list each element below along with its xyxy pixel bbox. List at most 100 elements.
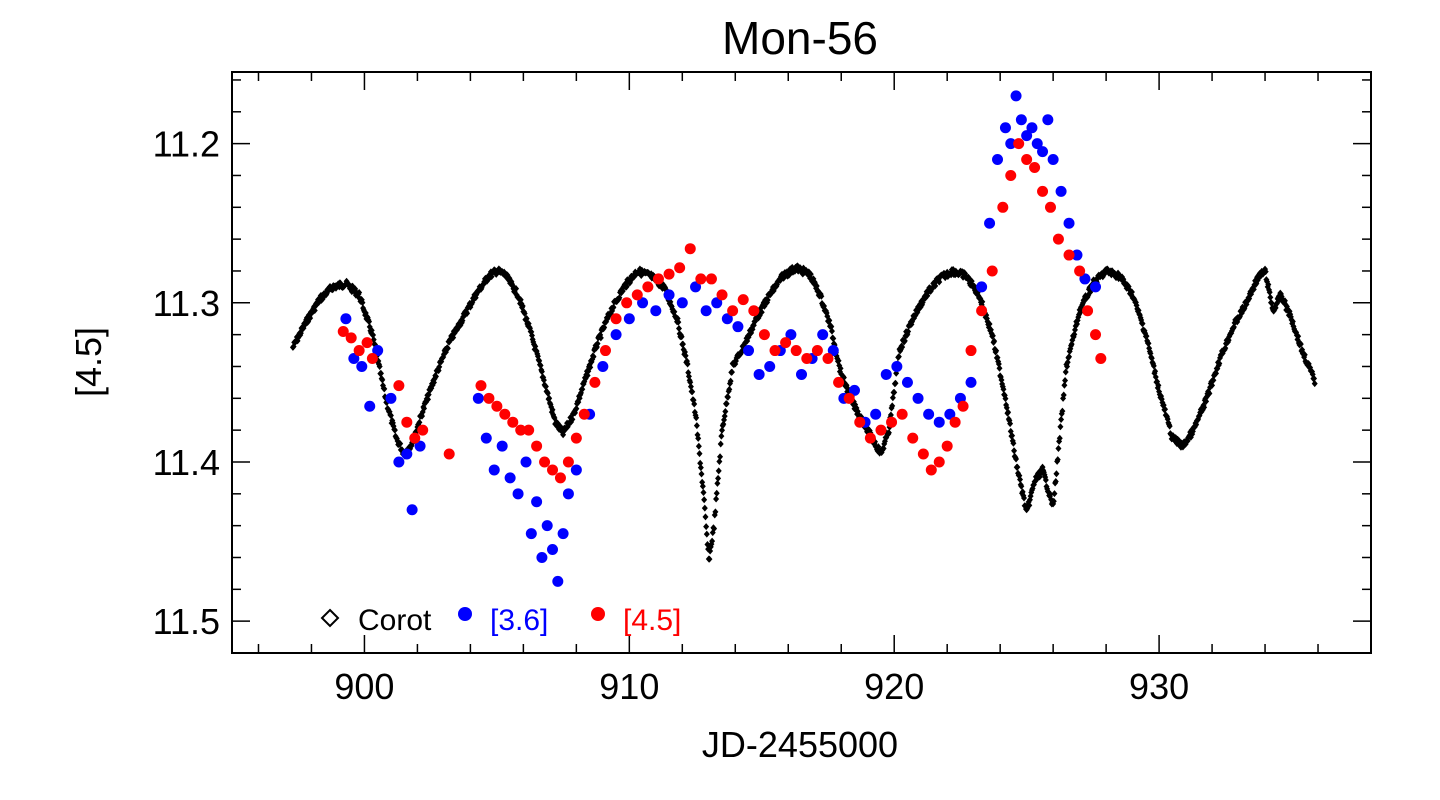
irac-4-5-point [417, 424, 429, 436]
irac-4-5-point [674, 262, 686, 274]
irac-3-6-point [711, 297, 723, 309]
corot-point [432, 373, 439, 381]
irac-3-6-point [848, 384, 860, 396]
irac-3-6-point [984, 217, 996, 229]
corot-point [594, 340, 601, 348]
irac-4-5-point [337, 325, 349, 337]
irac-4-5-point [589, 376, 601, 388]
corot-point [835, 357, 842, 365]
irac-3-6-point [976, 281, 988, 293]
irac-3-6-point [512, 488, 524, 500]
irac-3-6-point [1071, 249, 1083, 261]
corot-point [691, 400, 698, 408]
irac-3-6-point [597, 360, 609, 372]
corot-point [722, 407, 729, 415]
series-3-6 [340, 90, 1102, 587]
corot-point [523, 314, 530, 322]
corot-point [1056, 434, 1063, 442]
corot-point [1311, 374, 1318, 382]
irac-3-6-point [480, 432, 492, 444]
irac-3-6-point [1005, 138, 1017, 150]
corot-point [1026, 501, 1033, 509]
corot-point [717, 440, 724, 448]
corot-point [698, 470, 705, 478]
corot-point [623, 283, 630, 291]
irac-3-6-point [827, 345, 839, 357]
corot-point [537, 362, 544, 370]
irac-3-6-point [531, 496, 543, 508]
irac-4-5-point [621, 297, 633, 309]
corot-point [1145, 339, 1152, 347]
corot-point [713, 495, 720, 503]
irac-4-5-point [491, 400, 503, 412]
corot-point [356, 288, 363, 296]
irac-3-6-point [520, 456, 532, 468]
y-tick-label: 11.5 [153, 601, 220, 642]
x-tick-label: 910 [599, 666, 659, 707]
corot-point [697, 459, 704, 467]
irac-3-6-point [1063, 217, 1075, 229]
irac-3-6-point [1047, 154, 1059, 166]
corot-point [1128, 288, 1135, 296]
series-4-5 [337, 138, 1107, 484]
corot-point [699, 482, 706, 490]
corot-point [889, 394, 896, 402]
irac-3-6-point [785, 329, 797, 341]
irac-4-5-point [507, 416, 519, 428]
corot-point [703, 530, 710, 538]
irac-4-5-point [822, 353, 834, 365]
corot-point [678, 333, 685, 341]
irac-3-6-point [901, 376, 913, 388]
irac-4-5-point [684, 243, 696, 255]
corot-point [901, 337, 908, 345]
corot-point [521, 309, 528, 317]
corot-point [1061, 381, 1068, 389]
irac-4-5-point [1037, 185, 1049, 197]
irac-3-6-point [676, 297, 688, 309]
corot-point [1289, 317, 1296, 325]
corot-point [709, 537, 716, 545]
corot-point [538, 368, 545, 376]
corot-point [513, 285, 520, 293]
irac-3-6-point [364, 400, 376, 412]
corot-point [1051, 490, 1058, 498]
corot-point [695, 434, 702, 442]
irac-3-6-point [356, 360, 368, 372]
corot-point [996, 364, 1003, 372]
corot-point [1005, 408, 1012, 416]
irac-4-5-point [1095, 353, 1107, 365]
legend-marker-3-6 [458, 607, 472, 621]
corot-point [1301, 351, 1308, 359]
corot-point [993, 347, 1000, 355]
irac-4-5-point [515, 424, 527, 436]
irac-3-6-point [401, 448, 413, 460]
irac-4-5-point [475, 380, 487, 392]
corot-point [377, 369, 384, 377]
irac-3-6-point [796, 368, 807, 380]
irac-3-6-point [372, 345, 384, 357]
legend-marker-corot [320, 608, 340, 628]
irac-4-5-point [562, 456, 574, 468]
irac-4-5-point [864, 432, 876, 444]
irac-4-5-point [965, 345, 977, 357]
corot-point [1054, 456, 1061, 464]
corot-point [1047, 490, 1054, 498]
corot-point [376, 362, 383, 370]
x-tick-label: 920 [864, 666, 924, 707]
irac-4-5-point [631, 289, 643, 301]
irac-3-6-point [650, 305, 662, 317]
corot-point [1000, 385, 1007, 393]
irac-4-5-point [705, 273, 717, 285]
irac-3-6-point [912, 392, 924, 404]
corot-point [679, 340, 686, 348]
legend-label-3-6: [3.6] [490, 604, 548, 637]
corot-point [1064, 358, 1071, 366]
corot-point [687, 383, 694, 391]
irac-4-5-point [833, 376, 845, 388]
x-tick-labels: 900 910 920 930 [334, 666, 1189, 707]
corot-point [1267, 293, 1274, 301]
y-tick-label: 11.4 [153, 442, 220, 483]
corot-point [1021, 494, 1028, 502]
irac-4-5-point [599, 345, 611, 357]
irac-4-5-point [443, 448, 455, 460]
